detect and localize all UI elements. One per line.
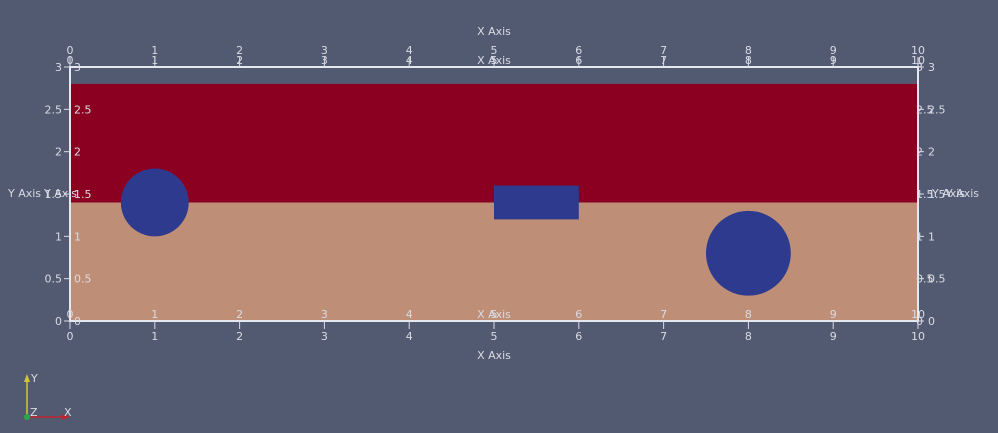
x-tick-bottom-10: 10 xyxy=(911,330,925,343)
y-tick-right-0: 0 xyxy=(928,315,935,328)
y-axis-label-right-inner: Y Axis xyxy=(931,187,965,200)
inclusion-circle-left xyxy=(120,168,189,237)
x-tick-top-3: 3 xyxy=(321,44,328,57)
y-tick-right-4: 2 xyxy=(928,146,935,159)
y-tick-left-0: 0 xyxy=(55,315,62,328)
orientation-axes-widget: Y X Z xyxy=(24,372,72,420)
inclusion-circle-right xyxy=(706,210,791,296)
x-tick-bottom-inner-1: 1 xyxy=(151,308,158,321)
x-axis-label-bottom-inner: X Axis xyxy=(477,308,511,321)
lower-layer xyxy=(70,202,918,321)
upper-layer xyxy=(70,83,918,203)
y-tick-right-5: 2.5 xyxy=(928,103,946,116)
x-tick-bottom-2: 2 xyxy=(236,330,243,343)
x-axis-label-top: X Axis xyxy=(477,25,511,38)
x-tick-bottom-6: 6 xyxy=(575,330,582,343)
x-tick-bottom-inner-7: 7 xyxy=(660,308,667,321)
axis-ticks: 0000111122223333444455556666777788889999… xyxy=(45,44,946,343)
x-tick-top-4: 4 xyxy=(406,44,413,57)
y-tick-left-inner-3: 1.5 xyxy=(74,188,92,201)
y-tick-left-4: 2 xyxy=(55,146,62,159)
x-tick-bottom-inner-5: 5 xyxy=(491,308,498,321)
x-tick-bottom-inner-3: 3 xyxy=(321,308,328,321)
x-axis-label-bottom: X Axis xyxy=(477,349,511,362)
orient-x-label: X xyxy=(64,406,72,419)
y-axis-label-left: Y Axis xyxy=(7,187,41,200)
y-arrowhead-icon xyxy=(24,374,30,382)
x-tick-bottom-inner-10: 10 xyxy=(911,308,925,321)
orient-z-label: Z xyxy=(30,406,38,419)
orient-y-label: Y xyxy=(30,372,38,385)
x-tick-top-0: 0 xyxy=(67,44,74,57)
x-tick-bottom-inner-2: 2 xyxy=(236,308,243,321)
y-tick-right-1: 0.5 xyxy=(928,273,946,286)
y-tick-left-2: 1 xyxy=(55,230,62,243)
x-tick-bottom-8: 8 xyxy=(745,330,752,343)
y-tick-left-1: 0.5 xyxy=(45,273,63,286)
x-tick-bottom-inner-4: 4 xyxy=(406,308,413,321)
x-tick-top-5: 5 xyxy=(491,44,498,57)
y-tick-right-3: 1.5 xyxy=(928,188,946,201)
x-tick-bottom-inner-6: 6 xyxy=(575,308,582,321)
y-axis-label-left-inner: Y Axis xyxy=(43,187,77,200)
x-tick-bottom-inner-0: 0 xyxy=(67,308,74,321)
x-tick-top-8: 8 xyxy=(745,44,752,57)
y-tick-left-inner-0: 0 xyxy=(74,315,81,328)
geology-layers xyxy=(70,83,918,321)
y-tick-left-5: 2.5 xyxy=(45,103,63,116)
y-tick-left-inner-2: 1 xyxy=(74,230,81,243)
y-tick-left-inner-1: 0.5 xyxy=(74,273,92,286)
x-tick-bottom-4: 4 xyxy=(406,330,413,343)
x-tick-top-9: 9 xyxy=(830,44,837,57)
inclusion-rectangle xyxy=(494,185,579,220)
y-axis-label-right: Y Axis xyxy=(945,187,979,200)
y-tick-left-inner-5: 2.5 xyxy=(74,103,92,116)
x-tick-bottom-5: 5 xyxy=(491,330,498,343)
x-tick-bottom-0: 0 xyxy=(67,330,74,343)
x-tick-top-6: 6 xyxy=(575,44,582,57)
y-tick-right-6: 3 xyxy=(928,61,935,74)
x-tick-bottom-7: 7 xyxy=(660,330,667,343)
y-tick-left-inner-4: 2 xyxy=(74,146,81,159)
x-tick-bottom-9: 9 xyxy=(830,330,837,343)
y-tick-right-inner-5: 2.5 xyxy=(916,103,934,116)
x-tick-top-2: 2 xyxy=(236,44,243,57)
x-tick-top-10: 10 xyxy=(911,44,925,57)
x-tick-bottom-3: 3 xyxy=(321,330,328,343)
x-tick-top-1: 1 xyxy=(151,44,158,57)
y-tick-right-inner-1: 0.5 xyxy=(916,273,934,286)
x-arrowhead-icon xyxy=(62,414,70,420)
y-tick-right-2: 1 xyxy=(928,230,935,243)
x-tick-top-7: 7 xyxy=(660,44,667,57)
y-tick-left-3: 1.5 xyxy=(45,188,63,201)
y-tick-right-inner-3: 1.5 xyxy=(916,188,934,201)
x-axis-label-top-inner: X Axis xyxy=(477,54,511,67)
x-tick-bottom-inner-9: 9 xyxy=(830,308,837,321)
x-tick-bottom-inner-8: 8 xyxy=(745,308,752,321)
z-axis-dot-icon xyxy=(24,414,30,420)
y-tick-left-inner-6: 3 xyxy=(74,61,81,74)
y-tick-left-6: 3 xyxy=(55,61,62,74)
x-tick-bottom-1: 1 xyxy=(151,330,158,343)
